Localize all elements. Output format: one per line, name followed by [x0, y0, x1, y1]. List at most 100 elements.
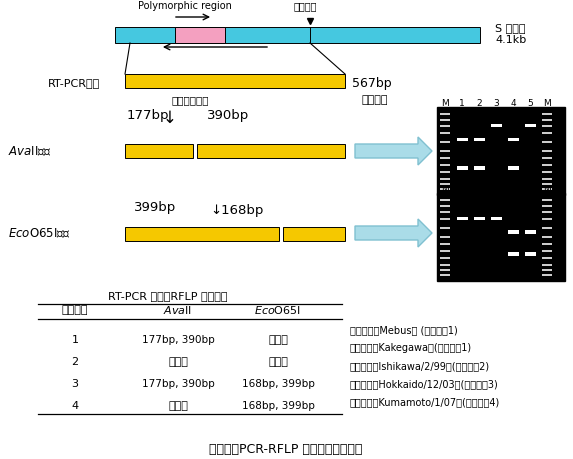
Bar: [542, 251, 552, 252]
Bar: [440, 219, 450, 221]
Bar: [525, 252, 536, 256]
Bar: [542, 120, 552, 122]
Bar: [542, 270, 552, 272]
Bar: [440, 120, 450, 122]
Text: 2: 2: [476, 99, 482, 108]
Bar: [542, 236, 552, 239]
Bar: [197, 145, 345, 159]
Text: RT-PCR産物: RT-PCR産物: [48, 78, 100, 88]
Bar: [525, 230, 536, 234]
Bar: [508, 230, 519, 234]
Bar: [457, 139, 468, 142]
Text: 168bp, 399bp: 168bp, 399bp: [242, 400, 315, 410]
Bar: [437, 108, 565, 196]
Text: 5: 5: [527, 99, 533, 108]
Text: M: M: [543, 185, 551, 194]
Text: 177bp, 390bp: 177bp, 390bp: [142, 378, 214, 388]
Text: 2: 2: [72, 356, 79, 366]
Text: 3: 3: [72, 378, 79, 388]
Bar: [508, 139, 519, 142]
Text: レーン１：Mebus株 (遺伝子型1): レーン１：Mebus株 (遺伝子型1): [350, 325, 458, 334]
Bar: [115, 28, 480, 44]
Text: 2: 2: [476, 185, 482, 194]
Text: M: M: [441, 99, 449, 108]
Bar: [508, 252, 519, 256]
Text: 遺伝子型: 遺伝子型: [62, 304, 88, 314]
Bar: [542, 114, 552, 116]
Text: Polymorphic region: Polymorphic region: [138, 1, 232, 11]
Bar: [125, 228, 279, 241]
Text: $\it{Eco}$O65I: $\it{Eco}$O65I: [254, 303, 301, 315]
Text: $\it{Ava}$II切断: $\it{Ava}$II切断: [8, 145, 52, 158]
Text: $\it{Eco}$O65I切断: $\it{Eco}$O65I切断: [8, 227, 70, 240]
Text: 4: 4: [72, 400, 79, 410]
Text: 非切断: 非切断: [168, 356, 188, 366]
Text: ↓: ↓: [163, 109, 177, 127]
Bar: [525, 124, 536, 128]
Bar: [457, 218, 468, 221]
Polygon shape: [355, 138, 432, 166]
Bar: [440, 189, 450, 190]
Bar: [508, 167, 519, 170]
Bar: [474, 167, 485, 170]
Bar: [542, 126, 552, 128]
Bar: [440, 251, 450, 252]
Bar: [457, 167, 468, 170]
Bar: [440, 179, 450, 181]
Text: 177bp, 390bp: 177bp, 390bp: [142, 334, 214, 344]
Bar: [440, 236, 450, 239]
Text: 4.1kb: 4.1kb: [495, 35, 526, 45]
Text: 電気泳動: 電気泳動: [362, 95, 388, 105]
Bar: [542, 219, 552, 221]
Bar: [491, 124, 502, 128]
Text: レーン２：Kakegawa株(遺伝子型1): レーン２：Kakegawa株(遺伝子型1): [350, 342, 472, 352]
Text: 1: 1: [72, 334, 79, 344]
Bar: [283, 228, 345, 241]
Bar: [474, 139, 485, 142]
Bar: [440, 165, 450, 167]
Bar: [440, 133, 450, 135]
Bar: [542, 165, 552, 167]
Bar: [542, 133, 552, 135]
Text: 制限酵素処理: 制限酵素処理: [171, 95, 209, 105]
Bar: [542, 264, 552, 267]
Bar: [542, 228, 552, 230]
Bar: [474, 218, 485, 221]
Bar: [542, 172, 552, 174]
Bar: [125, 75, 345, 89]
Bar: [440, 142, 450, 144]
Bar: [440, 158, 450, 160]
Bar: [542, 257, 552, 259]
Bar: [542, 200, 552, 202]
Text: レーン４：Hokkaido/12/03株(遺伝子型3): レーン４：Hokkaido/12/03株(遺伝子型3): [350, 378, 499, 388]
Text: ↓168bp: ↓168bp: [210, 204, 264, 217]
Bar: [542, 151, 552, 153]
Bar: [440, 200, 450, 202]
Text: レーン３：Ishikawa/2/99株(遺伝子型2): レーン３：Ishikawa/2/99株(遺伝子型2): [350, 360, 490, 370]
Bar: [125, 145, 193, 159]
Bar: [542, 189, 552, 190]
Bar: [440, 244, 450, 246]
Bar: [491, 218, 502, 221]
Text: M: M: [543, 99, 551, 108]
Bar: [440, 151, 450, 153]
Text: 非切断: 非切断: [268, 356, 288, 366]
Polygon shape: [355, 219, 432, 247]
Text: 177bp: 177bp: [127, 108, 169, 121]
Bar: [542, 184, 552, 186]
Text: 1: 1: [459, 99, 465, 108]
Bar: [542, 142, 552, 144]
Bar: [440, 274, 450, 276]
Text: 3: 3: [493, 185, 499, 194]
Text: S 遺伝子: S 遺伝子: [495, 23, 525, 33]
Text: 非切断: 非切断: [268, 334, 288, 344]
Text: M: M: [441, 185, 449, 194]
Bar: [542, 212, 552, 214]
Text: 399bp: 399bp: [134, 201, 176, 214]
Bar: [440, 184, 450, 186]
Bar: [542, 158, 552, 160]
Text: 解裂部位: 解裂部位: [293, 1, 317, 11]
Bar: [440, 257, 450, 259]
Text: 3: 3: [493, 99, 499, 108]
Bar: [440, 172, 450, 174]
